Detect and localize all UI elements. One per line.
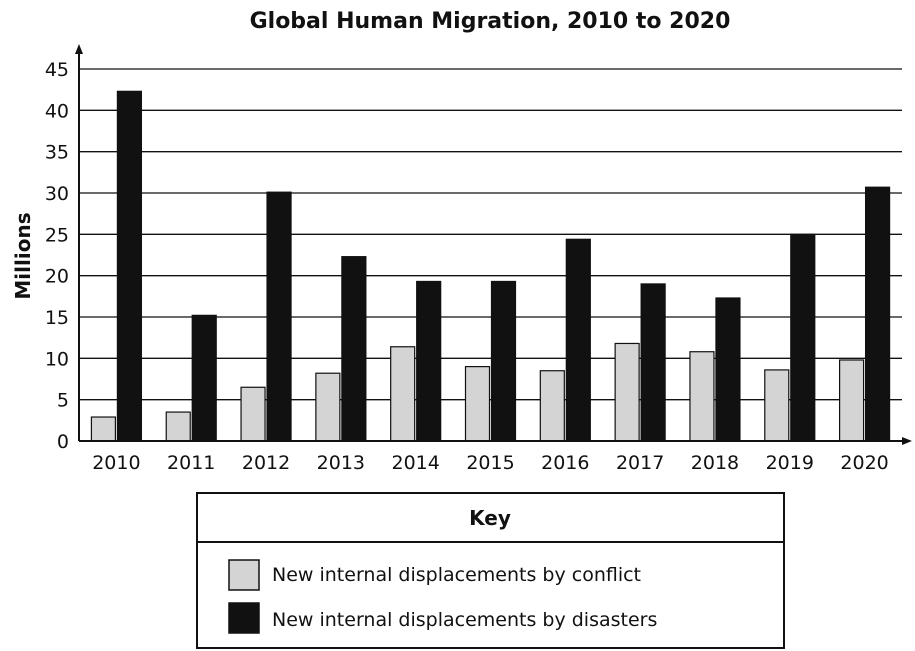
- y-tick-label: 0: [57, 431, 69, 453]
- bar-disasters: [266, 191, 292, 442]
- x-tick-label: 2015: [466, 452, 514, 474]
- x-tick-label: 2020: [840, 452, 888, 474]
- x-tick-label: 2014: [392, 452, 440, 474]
- x-tick-label: 2013: [317, 452, 365, 474]
- bar-disasters: [191, 314, 217, 442]
- x-tick-label: 2018: [691, 452, 739, 474]
- bar-conflict: [390, 346, 416, 442]
- bar-conflict: [614, 342, 640, 442]
- y-tick-label: 15: [45, 307, 69, 329]
- x-tick-label: 2011: [167, 452, 215, 474]
- bar-disasters: [790, 233, 816, 442]
- legend-box: [196, 492, 785, 649]
- legend-label-disasters: New internal displacements by disasters: [272, 609, 657, 631]
- y-tick-label: 25: [45, 224, 69, 246]
- chart-title: Global Human Migration, 2010 to 2020: [250, 9, 731, 34]
- bar-disasters: [416, 280, 442, 442]
- bar-disasters: [490, 280, 517, 442]
- y-tick-label: 45: [45, 59, 69, 81]
- bar-conflict: [90, 416, 117, 442]
- bar-disasters: [715, 297, 741, 442]
- legend-swatch-conflict: [228, 559, 260, 591]
- x-tick-label: 2019: [766, 452, 814, 474]
- legend: Key New internal displacements by confli…: [196, 492, 785, 649]
- legend-swatch-disasters: [228, 602, 260, 634]
- x-tick-label: 2012: [242, 452, 290, 474]
- x-tick-label: 2017: [616, 452, 664, 474]
- y-axis-label: Millions: [11, 212, 35, 299]
- bar-conflict: [838, 359, 865, 442]
- y-tick-label: 30: [45, 183, 69, 205]
- bar-disasters: [640, 283, 666, 442]
- y-tick-label: 20: [45, 266, 69, 288]
- bar-conflict: [165, 411, 191, 442]
- legend-title: Key: [469, 506, 511, 530]
- y-axis-arrow-icon: [75, 44, 83, 54]
- bar-conflict: [539, 370, 565, 442]
- bar-disasters: [864, 186, 891, 442]
- bar-disasters: [116, 90, 143, 442]
- y-tick-label: 40: [45, 100, 69, 122]
- bar-conflict: [240, 386, 266, 442]
- y-tick-labels: 0 5 10 15 20 25 30 35 40 45: [45, 59, 69, 453]
- y-tick-label: 10: [45, 348, 69, 370]
- bar-conflict: [764, 369, 790, 442]
- bar-conflict: [315, 372, 341, 442]
- bar-disasters: [341, 256, 367, 442]
- bars: [90, 90, 891, 442]
- bar-disasters: [565, 238, 591, 442]
- bar-conflict: [689, 351, 715, 442]
- y-tick-label: 5: [57, 390, 69, 412]
- y-tick-label: 35: [45, 142, 69, 164]
- x-tick-labels: 2010 2011 2012 2013 2014 2015 2016 2017 2018 2019…: [92, 452, 889, 474]
- legend-label-conflict: New internal displacements by conflict: [272, 564, 641, 586]
- x-axis-arrow-icon: [902, 437, 912, 445]
- x-tick-label: 2010: [92, 452, 140, 474]
- bar-conflict: [464, 366, 491, 442]
- x-tick-label: 2016: [541, 452, 589, 474]
